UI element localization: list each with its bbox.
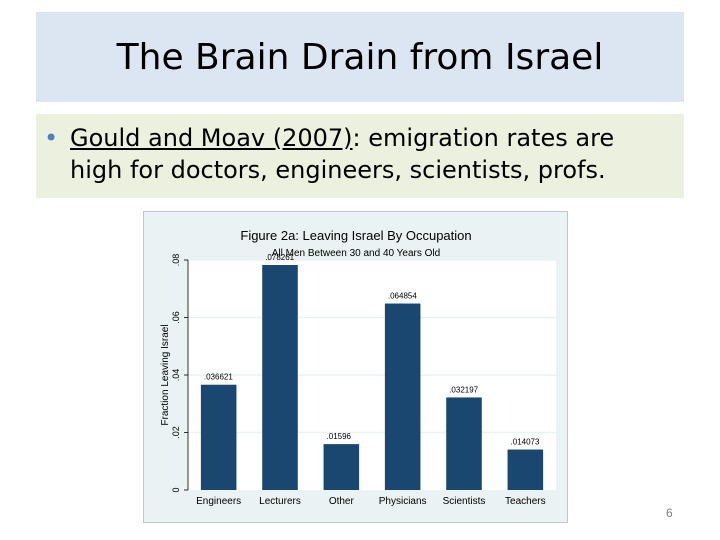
bar-teachers bbox=[507, 449, 544, 490]
y-tick-label: .08 bbox=[171, 254, 181, 267]
bullet-dot-icon: • bbox=[44, 124, 59, 152]
y-tick-label: .06 bbox=[171, 311, 181, 324]
chart-frame: 0 .02 .04 .06 .08 Fraction Leaving Israel Figu… bbox=[143, 211, 568, 523]
y-axis-label: Fraction Leaving Israel bbox=[160, 324, 171, 425]
y-tick-label: 0 bbox=[171, 487, 181, 492]
bar-lecturers bbox=[262, 264, 298, 490]
page-number: 6 bbox=[666, 506, 673, 520]
data-label: .036621 bbox=[204, 373, 233, 382]
bar-chart: 0 .02 .04 .06 .08 Fraction Leaving Israel Figu… bbox=[160, 228, 556, 507]
bar-scientists bbox=[446, 397, 482, 490]
data-label: .014073 bbox=[511, 438, 540, 447]
x-tick-label: Physicians bbox=[379, 496, 427, 507]
chart-title: Figure 2a: Leaving Israel By Occupation bbox=[240, 228, 471, 243]
data-label: .078261 bbox=[265, 253, 294, 262]
bullet-text: Gould and Moav (2007): emigration rates … bbox=[70, 122, 680, 186]
bar-physicians bbox=[384, 303, 421, 490]
y-tick-label: .02 bbox=[171, 426, 181, 439]
bullet-box: • Gould and Moav (2007): emigration rate… bbox=[36, 114, 684, 198]
x-tick-label: Scientists bbox=[443, 496, 486, 507]
citation-link[interactable]: Gould and Moav (2007) bbox=[70, 124, 353, 152]
x-tick-label: Other bbox=[329, 496, 355, 507]
data-label: .032197 bbox=[449, 385, 478, 394]
x-tick-label: Engineers bbox=[196, 496, 241, 507]
slide-title: The Brain Drain from Israel bbox=[116, 36, 604, 78]
data-label: .064854 bbox=[388, 292, 417, 301]
x-tick-label: Teachers bbox=[505, 496, 546, 507]
y-tick-label: .04 bbox=[171, 369, 181, 382]
bar-engineers bbox=[200, 384, 237, 490]
bar-other bbox=[323, 444, 360, 490]
chart-subtitle: All Men Between 30 and 40 Years Old bbox=[272, 248, 440, 259]
data-label: .01596 bbox=[327, 432, 352, 441]
bullet-line-2: high for doctors, engineers, scientists,… bbox=[70, 156, 606, 184]
title-box: The Brain Drain from Israel bbox=[36, 12, 684, 102]
bullet-line-1: : emigration rates are bbox=[352, 124, 615, 152]
x-tick-label: Lecturers bbox=[259, 496, 301, 507]
